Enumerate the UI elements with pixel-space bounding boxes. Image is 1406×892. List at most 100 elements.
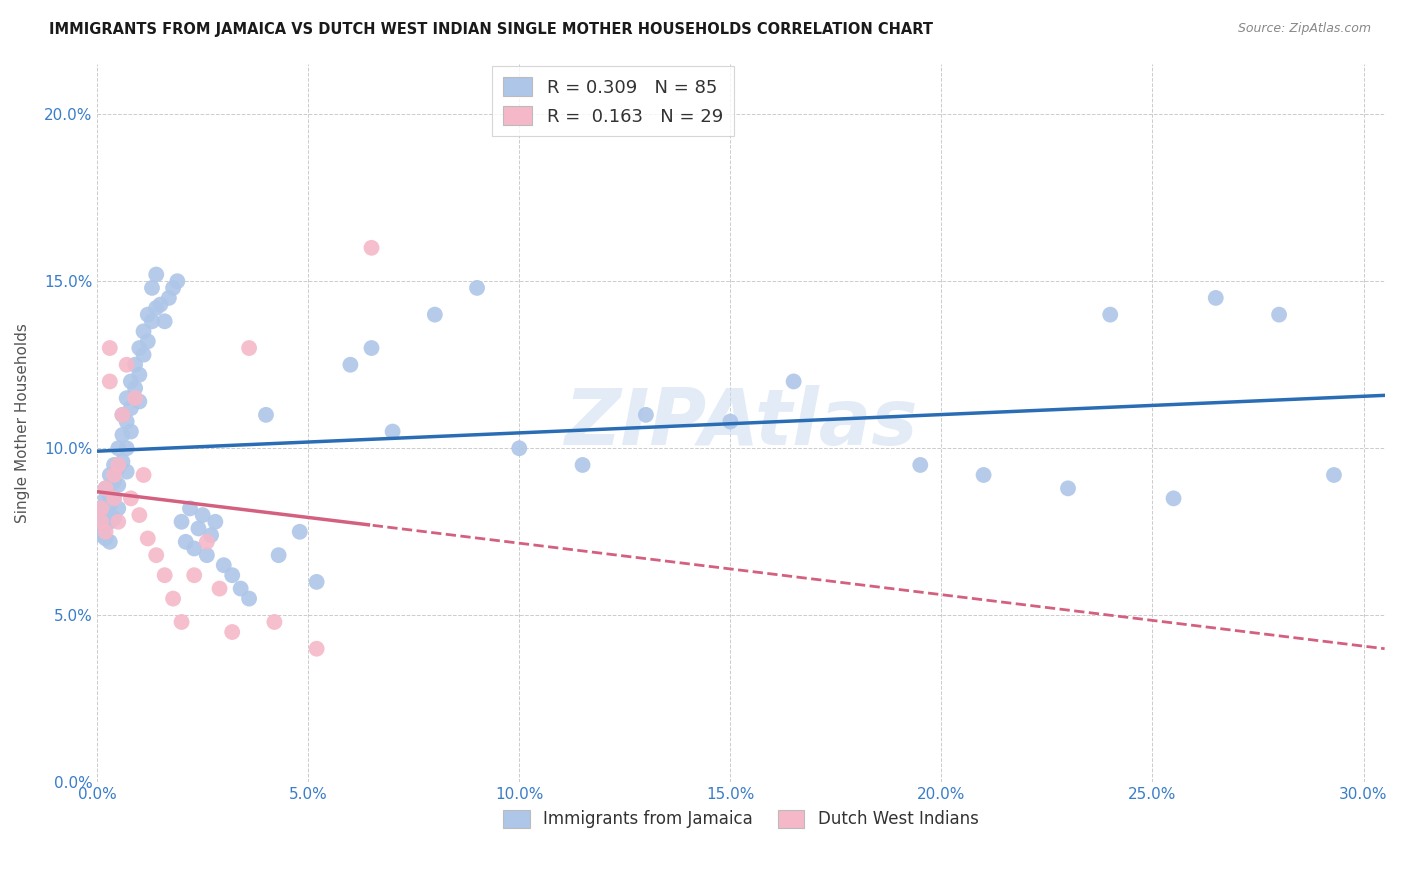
- Point: [98, 488, 121, 502]
- Point: [98, 341, 121, 355]
- Point: [195, 534, 218, 549]
- Point: [141, 314, 163, 328]
- Point: [212, 558, 235, 573]
- Point: [94, 524, 117, 539]
- Point: [115, 415, 138, 429]
- Point: [120, 401, 142, 416]
- Point: [107, 458, 129, 472]
- Point: [141, 281, 163, 295]
- Point: [94, 518, 117, 533]
- Point: [103, 475, 125, 489]
- Point: [571, 458, 593, 472]
- Point: [153, 568, 176, 582]
- Point: [111, 455, 134, 469]
- Point: [238, 341, 260, 355]
- Point: [1057, 481, 1080, 495]
- Point: [90, 515, 112, 529]
- Point: [103, 491, 125, 506]
- Point: [120, 425, 142, 439]
- Point: [183, 568, 205, 582]
- Point: [910, 458, 932, 472]
- Point: [94, 532, 117, 546]
- Point: [145, 301, 167, 315]
- Point: [423, 308, 446, 322]
- Point: [208, 582, 231, 596]
- Point: [115, 358, 138, 372]
- Point: [360, 241, 382, 255]
- Point: [153, 314, 176, 328]
- Text: IMMIGRANTS FROM JAMAICA VS DUTCH WEST INDIAN SINGLE MOTHER HOUSEHOLDS CORRELATIO: IMMIGRANTS FROM JAMAICA VS DUTCH WEST IN…: [49, 22, 934, 37]
- Point: [204, 515, 226, 529]
- Point: [98, 467, 121, 482]
- Point: [136, 532, 159, 546]
- Point: [111, 408, 134, 422]
- Point: [115, 391, 138, 405]
- Point: [238, 591, 260, 606]
- Point: [107, 442, 129, 456]
- Point: [98, 534, 121, 549]
- Point: [339, 358, 361, 372]
- Point: [162, 591, 184, 606]
- Point: [132, 348, 155, 362]
- Point: [103, 511, 125, 525]
- Point: [305, 574, 328, 589]
- Point: [170, 515, 193, 529]
- Point: [128, 508, 150, 522]
- Point: [170, 615, 193, 629]
- Point: [191, 508, 214, 522]
- Point: [124, 358, 146, 372]
- Point: [111, 408, 134, 422]
- Point: [183, 541, 205, 556]
- Point: [107, 478, 129, 492]
- Point: [98, 498, 121, 512]
- Point: [90, 511, 112, 525]
- Point: [107, 515, 129, 529]
- Point: [1268, 308, 1291, 322]
- Point: [136, 334, 159, 349]
- Point: [103, 467, 125, 482]
- Point: [634, 408, 657, 422]
- Point: [195, 548, 218, 562]
- Point: [145, 548, 167, 562]
- Point: [120, 375, 142, 389]
- Point: [107, 501, 129, 516]
- Point: [221, 625, 243, 640]
- Point: [128, 394, 150, 409]
- Point: [465, 281, 488, 295]
- Point: [187, 521, 209, 535]
- Point: [200, 528, 222, 542]
- Point: [90, 501, 112, 516]
- Point: [254, 408, 277, 422]
- Point: [149, 297, 172, 311]
- Point: [1205, 291, 1227, 305]
- Point: [94, 481, 117, 495]
- Point: [94, 508, 117, 522]
- Point: [103, 458, 125, 472]
- Point: [128, 368, 150, 382]
- Point: [263, 615, 285, 629]
- Point: [120, 491, 142, 506]
- Point: [973, 467, 995, 482]
- Point: [166, 274, 188, 288]
- Point: [267, 548, 290, 562]
- Point: [145, 268, 167, 282]
- Text: Source: ZipAtlas.com: Source: ZipAtlas.com: [1237, 22, 1371, 36]
- Point: [98, 515, 121, 529]
- Point: [90, 528, 112, 542]
- Point: [124, 381, 146, 395]
- Point: [103, 491, 125, 506]
- Point: [98, 375, 121, 389]
- Point: [128, 341, 150, 355]
- Point: [221, 568, 243, 582]
- Point: [111, 428, 134, 442]
- Point: [124, 391, 146, 405]
- Point: [360, 341, 382, 355]
- Point: [381, 425, 404, 439]
- Point: [136, 308, 159, 322]
- Point: [90, 521, 112, 535]
- Point: [174, 534, 197, 549]
- Point: [288, 524, 311, 539]
- Text: ZIPAtlas: ZIPAtlas: [564, 385, 918, 461]
- Point: [115, 442, 138, 456]
- Point: [107, 461, 129, 475]
